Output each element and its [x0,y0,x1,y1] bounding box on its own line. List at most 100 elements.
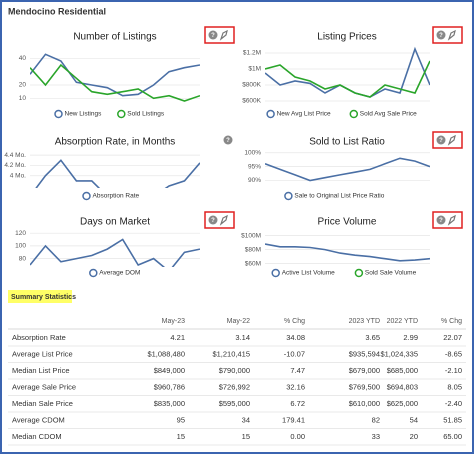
cell: $685,000 [387,366,418,375]
help-glyph: ? [226,138,230,144]
plot [265,243,430,262]
icon-box [432,131,463,149]
cell: 15 [177,432,185,441]
y-tick-label: 100% [244,149,261,156]
legend-marker [284,191,293,201]
cell: 22.07 [443,333,462,342]
icons: ?????? [204,26,463,229]
icon-box [432,26,463,44]
cell: $726,992 [219,382,250,391]
cell: 2.99 [403,333,418,342]
y-tick-label: 4.2 Mo. [4,162,26,169]
chart-title: Days on Market [80,217,150,228]
edit-icon[interactable] [447,214,456,226]
y-tick-label: $100M [241,232,261,239]
cell: 8.05 [447,382,462,391]
edit-icon[interactable] [219,29,228,41]
cell: $625,000 [387,399,418,408]
legend-label: New Avg List Price [277,111,331,118]
series-line [265,60,430,98]
help-glyph: ? [439,218,443,224]
legend-label: New Listings [65,111,103,118]
cell: 32.16 [286,382,305,391]
cell: 3.14 [235,333,250,342]
plot [35,159,200,188]
page-title: Mendocino Residential [8,6,106,16]
legend-marker [349,109,359,119]
series-line [35,159,200,188]
help-glyph: ? [211,218,215,224]
help-icon[interactable] [223,135,233,145]
legend-marker [266,109,275,119]
y-tick-label: $600K [242,98,261,105]
plot [30,53,200,102]
help-glyph: ? [439,33,443,39]
help-icon[interactable] [208,30,218,40]
legend-marker [354,268,364,278]
series-line [265,157,430,182]
y-tick-label: $800K [242,82,261,89]
help-glyph: ? [439,138,443,144]
column-header: 2023 YTD [349,318,380,325]
cell: $1,210,415 [212,349,250,358]
cell: $790,000 [219,366,250,375]
cell: $679,000 [349,366,380,375]
chart-title: Price Volume [318,217,377,228]
cell: $849,000 [154,366,185,375]
column-header: % Chg [441,318,462,325]
series-line [30,63,200,102]
icon-box [432,211,463,229]
help-icon[interactable] [436,30,446,40]
help-icon[interactable] [436,215,446,225]
series-line [30,238,200,267]
cell: -2.10 [445,366,462,375]
cell: -8.65 [445,349,462,358]
cell: 54 [410,415,418,424]
row-label: Average CDOM [12,415,65,424]
legend-label: Average DOM [99,270,140,277]
plot [265,46,430,98]
cell: $960,786 [154,382,185,391]
column-header: 2022 YTD [387,318,418,325]
legend-label: Sold Avg Sale Price [360,111,417,118]
column-header: % Chg [284,318,305,325]
cell: 65.00 [443,432,462,441]
cell: 0.00 [290,432,305,441]
row-label: Absorption Rate [12,333,66,342]
cell: 33 [372,432,380,441]
summary-highlight [8,290,72,303]
edit-icon[interactable] [219,214,228,226]
help-icon[interactable] [436,135,446,145]
cell: 4.21 [170,333,185,342]
cell: $835,000 [154,399,185,408]
cell: 3.65 [365,333,380,342]
legend-label: Sold Listings [127,111,165,118]
legend-label: Sold Sale Volume [365,270,417,277]
y-tick-label: $1M [248,66,261,73]
summary-title: Summary Statistics [11,294,76,301]
help-icon[interactable] [208,215,218,225]
y-tick-label: 100 [15,243,26,250]
cell: $595,000 [219,399,250,408]
cell: 95 [177,415,185,424]
cell: 15 [242,432,250,441]
cell: 51.85 [443,415,462,424]
legend-marker [271,268,280,278]
y-tick-label: $80M [245,246,261,253]
row-label: Median List Price [12,366,70,375]
cell: 7.47 [290,366,305,375]
series-line [265,243,430,262]
y-tick-label: $1.2M [243,50,261,57]
y-tick-label: 4.4 Mo. [4,152,26,159]
y-tick-label: $60M [245,260,261,267]
legend-marker [89,268,98,278]
edit-icon[interactable] [447,134,456,146]
cell: $1,088,480 [147,349,185,358]
y-tick-label: 20 [19,82,27,89]
edit-icon[interactable] [447,29,456,41]
cell: -2.40 [445,399,462,408]
column-header: May-23 [162,318,185,325]
y-tick-label: 95% [248,163,261,170]
row-label: Median CDOM [12,432,62,441]
